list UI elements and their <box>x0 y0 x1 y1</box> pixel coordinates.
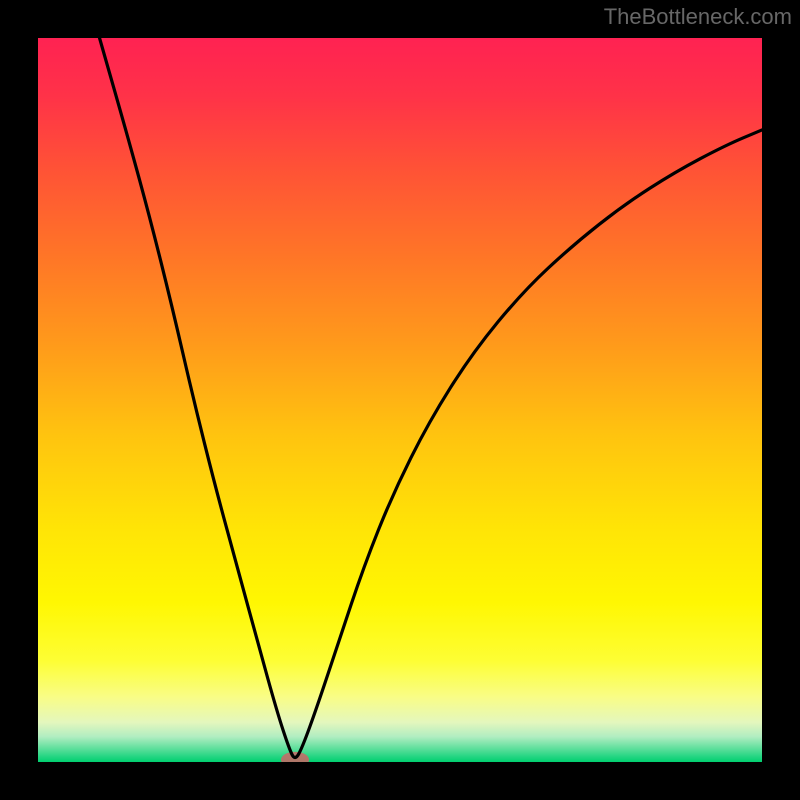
watermark-text: TheBottleneck.com <box>604 4 792 30</box>
plot-area <box>38 38 762 762</box>
chart-svg <box>0 0 800 800</box>
chart-container: TheBottleneck.com <box>0 0 800 800</box>
